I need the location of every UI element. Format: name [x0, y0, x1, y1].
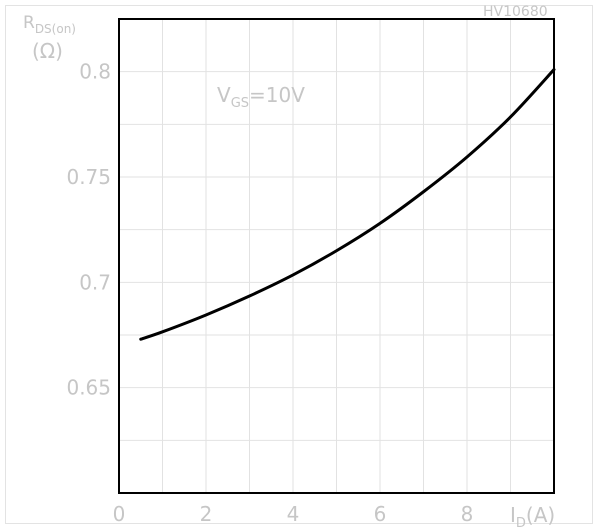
series-line: [139, 68, 556, 341]
x-tick-labels: 0 2 4 6 8: [113, 502, 474, 526]
y-tick-label: 0.7: [79, 270, 111, 294]
chart-frame: [5, 5, 593, 524]
x-tick-label: 4: [287, 502, 300, 526]
grid: [119, 19, 554, 493]
y-axis-unit: (Ω): [32, 39, 63, 63]
chart-code: HV10680: [483, 4, 548, 20]
y-tick-label: 0.8: [79, 60, 111, 84]
y-axis-label: RDS(on): [23, 13, 76, 36]
x-axis-label: ID(A): [510, 503, 555, 529]
plot-area-border: [118, 18, 555, 494]
x-tick-label: 2: [200, 502, 213, 526]
y-tick-labels: 0.65 0.7 0.75 0.8: [66, 60, 111, 400]
data-series: [139, 68, 556, 341]
x-tick-label: 6: [374, 502, 387, 526]
y-tick-label: 0.75: [66, 165, 111, 189]
x-tick-label: 0: [113, 502, 126, 526]
y-tick-label: 0.65: [66, 376, 111, 400]
x-tick-label: 8: [461, 502, 474, 526]
vgs-annotation: VGS=10V: [217, 83, 305, 111]
